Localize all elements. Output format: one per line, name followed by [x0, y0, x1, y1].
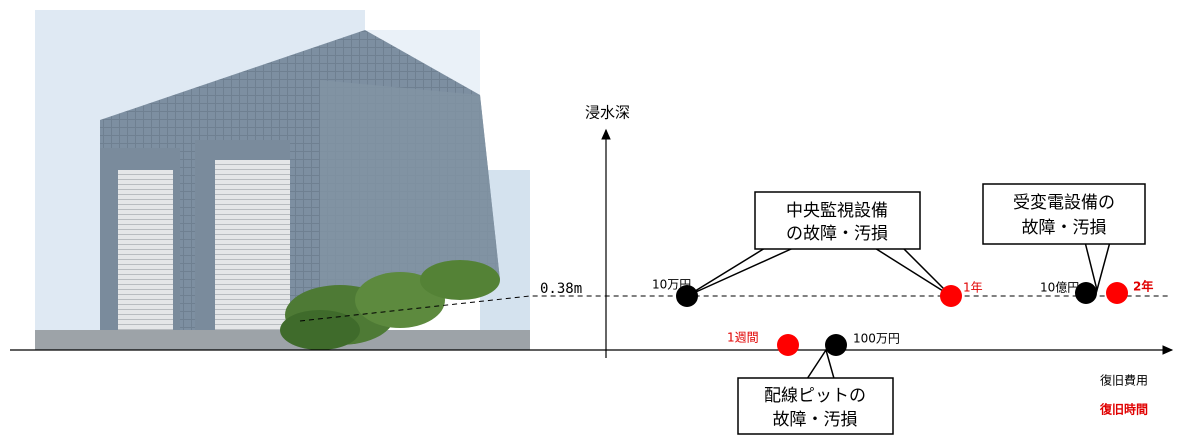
- callout-text: 故障・汚損: [1022, 218, 1107, 238]
- callout-text: 中央監視設備: [786, 201, 888, 221]
- point-label: 10億円: [1040, 281, 1079, 295]
- building-photo: [35, 10, 530, 350]
- cost-point: [1075, 282, 1097, 304]
- callout-text: 配線ピットの: [764, 386, 866, 406]
- point-label: 1年: [963, 281, 983, 295]
- time-point: [1106, 282, 1128, 304]
- y-axis-label: 浸水深: [585, 104, 630, 122]
- x-axis-label-cost: 復旧費用: [1100, 373, 1148, 388]
- point-label: 2年: [1133, 279, 1153, 294]
- cost-point: [676, 285, 698, 307]
- callout-box: [754, 191, 921, 250]
- callout-text: の故障・汚損: [786, 224, 888, 244]
- callout-pointers: [686, 241, 1111, 383]
- time-point: [940, 285, 962, 307]
- callout-box: [982, 183, 1146, 245]
- callout-text: 故障・汚損: [773, 410, 858, 430]
- cost-point: [825, 334, 847, 356]
- point-label: 100万円: [853, 332, 900, 346]
- callout-text: 受変電設備の: [1013, 193, 1115, 213]
- callout-box: [737, 377, 894, 435]
- x-axis-label-time: 復旧時間: [1099, 402, 1148, 417]
- point-label: 1週間: [727, 331, 759, 345]
- point-label: 10万円: [652, 278, 691, 292]
- time-point: [777, 334, 799, 356]
- depth-label: 0.38m: [540, 281, 582, 297]
